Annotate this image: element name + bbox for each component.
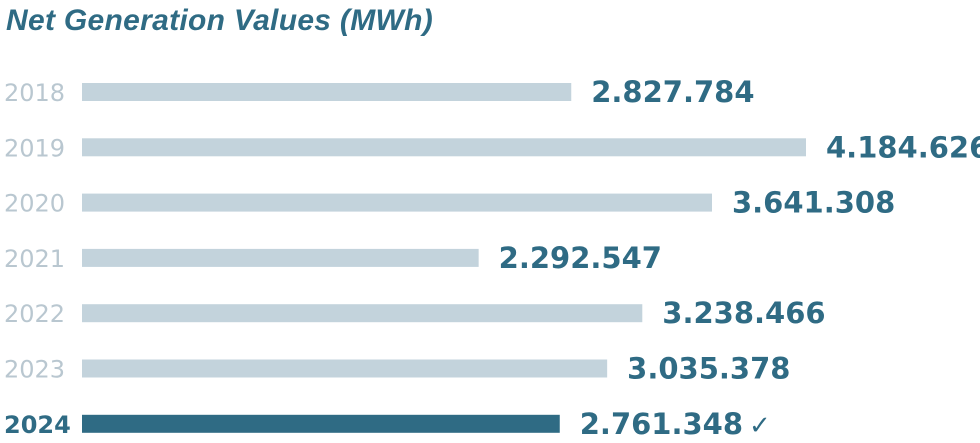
bar-2023 (82, 359, 608, 378)
value-label-2020: 3.641.308 (732, 186, 895, 220)
bar-row-2024: 2024 2.761.348 ✓ (4, 407, 771, 441)
value-label-2024: 2.761.348 (580, 407, 743, 441)
bar-2019 (82, 138, 806, 157)
bar-2020 (82, 193, 712, 212)
value-label-2022: 3.238.466 (662, 296, 825, 330)
bar-row-2020: 2020 3.641.308 (4, 186, 895, 220)
bar-2024 (82, 414, 560, 433)
value-label-2018: 2.827.784 (591, 75, 754, 109)
category-label-2021: 2021 (4, 245, 65, 273)
bar-2021 (82, 248, 479, 267)
category-label-2018: 2018 (4, 79, 65, 107)
bar-row-2023: 2023 3.035.378 (4, 352, 790, 386)
check-icon: ✓ (749, 411, 771, 441)
bar-2022 (82, 304, 643, 323)
bar-2018 (82, 83, 572, 101)
bar-row-2018: 2018 2.827.784 (4, 75, 755, 109)
category-label-2020: 2020 (4, 190, 65, 218)
category-label-2023: 2023 (4, 356, 65, 384)
bar-row-2021: 2021 2.292.547 (4, 241, 662, 275)
value-label-2021: 2.292.547 (499, 241, 662, 275)
category-label-2019: 2019 (4, 134, 65, 162)
value-label-2023: 3.035.378 (627, 352, 790, 386)
value-label-2019: 4.184.626 (826, 130, 980, 164)
category-label-2022: 2022 (4, 300, 65, 328)
bar-row-2019: 2019 4.184.626 (4, 130, 980, 164)
category-label-2024: 2024 (4, 411, 71, 439)
chart-title: Net Generation Values (MWh) (6, 4, 434, 37)
bar-row-2022: 2022 3.238.466 (4, 296, 826, 330)
